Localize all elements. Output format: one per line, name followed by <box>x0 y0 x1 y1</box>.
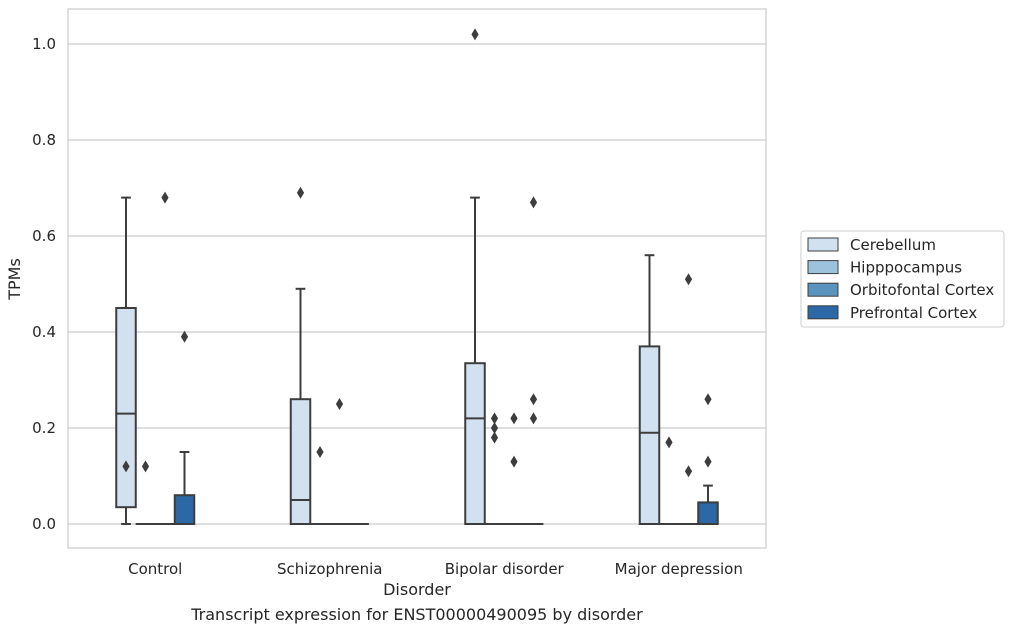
x-axis-ticks: Control Schizophrenia Bipolar disorder Majo… <box>128 560 743 578</box>
legend-label: Cerebellum <box>850 236 936 254</box>
x-tick-label: Major depression <box>615 560 743 578</box>
x-axis-label: Disorder <box>383 580 451 599</box>
outlier-point <box>490 422 499 434</box>
outlier-point <box>180 330 189 343</box>
outlier-point <box>161 191 169 204</box>
box-orbitofontal-cortex <box>678 273 699 525</box>
box-orbitofontal-cortex <box>155 191 175 525</box>
legend-frame <box>800 230 1005 328</box>
outlier-point <box>122 460 130 473</box>
legend-swatch <box>807 237 839 252</box>
outlier-point <box>529 412 538 425</box>
boxes <box>115 28 719 526</box>
outlier-point <box>684 273 693 286</box>
outlier-point <box>684 465 693 478</box>
outlier-point <box>471 28 479 41</box>
grid-lines <box>68 43 766 525</box>
outlier-point <box>490 412 499 425</box>
box-hipppocampus <box>659 436 679 525</box>
x-tick-label: Control <box>128 560 182 578</box>
figure-caption: Transcript expression for ENST0000049009… <box>191 605 643 624</box>
outlier-point <box>490 431 499 444</box>
y-axis-label: TPMs <box>5 258 24 301</box>
legend: Cerebellum Hipppocampus Orbitofontal Corte… <box>800 230 1005 328</box>
x-tick-label: Bipolar disorder <box>445 560 565 578</box>
legend-label: Prefrontal Cortex <box>850 304 977 322</box>
box-prefrontal-cortex <box>173 330 196 526</box>
box-body <box>173 494 196 526</box>
y-tick-label: 0.6 <box>32 227 56 245</box>
y-tick-label: 0.4 <box>32 323 56 341</box>
y-tick-label: 1.0 <box>32 35 56 53</box>
outlier-point <box>704 455 712 468</box>
legend-swatch <box>807 260 839 275</box>
box-cerebellum <box>289 186 312 526</box>
box-hipppocampus <box>310 446 330 525</box>
y-tick-label: 0.2 <box>32 419 56 437</box>
box-hipppocampus <box>484 412 505 525</box>
outlier-point <box>704 393 712 406</box>
box-prefrontal-cortex <box>697 393 719 525</box>
y-tick-label: 0.0 <box>32 515 56 533</box>
box-body <box>115 307 137 509</box>
box-body <box>638 345 661 525</box>
box-prefrontal-cortex <box>523 196 544 525</box>
box-orbitofontal-cortex <box>329 398 350 525</box>
outlier-point <box>665 436 673 449</box>
box-body <box>697 501 719 525</box>
plot-area-frame <box>67 8 767 549</box>
outlier-point <box>529 196 538 209</box>
y-axis-ticks: 0.0 0.2 0.4 0.6 0.8 1.0 <box>32 35 56 533</box>
box-body <box>464 362 486 526</box>
box-cerebellum <box>638 254 661 525</box>
outlier-point <box>510 412 518 425</box>
x-tick-label: Schizophrenia <box>277 560 382 578</box>
outlier-point <box>510 455 518 468</box>
box-hipppocampus <box>135 460 156 525</box>
legend-label: Hipppocampus <box>850 259 962 277</box>
legend-swatch <box>807 305 839 320</box>
outlier-point <box>141 460 150 473</box>
y-tick-label: 0.8 <box>32 131 56 149</box>
box-orbitofontal-cortex <box>504 412 524 525</box>
outlier-point <box>296 186 305 199</box>
box-cerebellum <box>464 28 486 526</box>
outlier-point <box>335 398 344 410</box>
legend-label: Orbitofontal Cortex <box>850 281 994 299</box>
outlier-point <box>316 446 324 458</box>
box-body <box>289 398 312 526</box>
box-cerebellum <box>115 196 137 525</box>
outlier-point <box>529 393 538 406</box>
legend-swatch <box>807 282 839 297</box>
